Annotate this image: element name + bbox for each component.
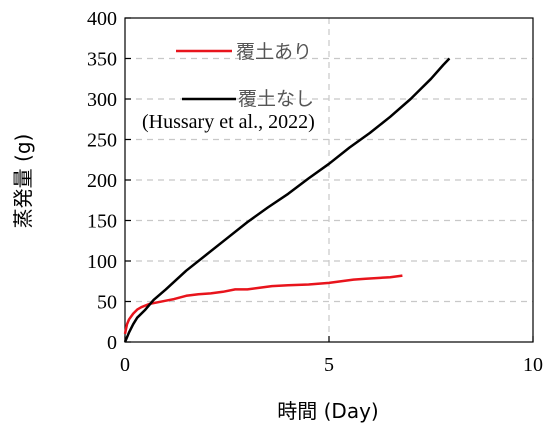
legend-label-uncovered: 覆土なし [238,88,314,110]
y-tick-label: 100 [87,251,117,273]
y-tick-label: 300 [87,89,117,111]
grid-lines [125,18,533,342]
y-tick-label: 250 [87,130,117,152]
x-tick-label: 10 [523,354,543,376]
y-tick-label: 200 [87,170,117,192]
series-line-covered [123,274,403,335]
y-tick-label: 350 [87,49,117,71]
y-tick-label: 150 [87,211,117,233]
y-axis-ticks: 0 50 100 150 200 250 300 350 400 [87,8,131,354]
legend: 覆土あり 覆土なし [176,41,314,110]
series-layer [123,57,451,343]
x-tick-label: 0 [120,354,130,376]
legend-label-covered: 覆土あり [236,41,312,63]
series-line-uncovered [123,57,451,343]
y-tick-label: 0 [107,332,117,354]
y-tick-label: 50 [97,292,117,314]
x-tick-label: 5 [324,354,334,376]
x-axis-title: 時間 (Day) [277,399,378,423]
y-tick-label: 400 [87,8,117,30]
y-axis-title: 蒸発量 (g) [11,134,35,229]
citation-annotation: (Hussary et al., 2022) [142,111,315,133]
